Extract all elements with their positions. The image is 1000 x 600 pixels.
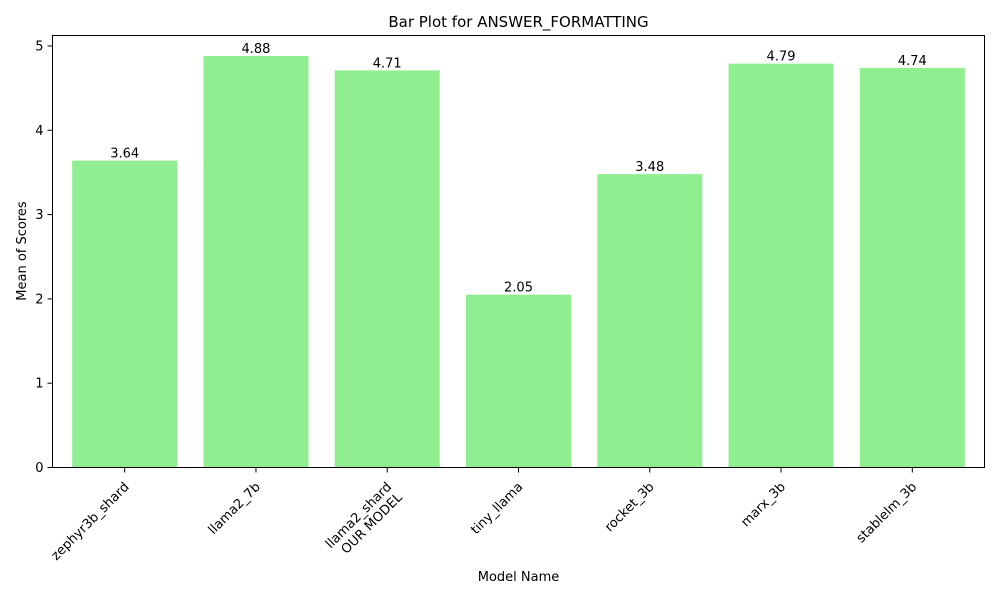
x-axis-label: Model Name (478, 570, 560, 585)
bar (728, 63, 834, 468)
value-labels-group: 3.64 4.88 4.71 2.05 3.48 4.79 4.74 (110, 42, 927, 296)
bar-value-label: 4.88 (241, 42, 270, 57)
bar-value-label: 4.79 (767, 50, 796, 65)
bar-value-label: 4.74 (898, 54, 927, 69)
bar (334, 70, 440, 468)
x-tick-label: tiny_llama (468, 480, 526, 538)
plot-frame (52, 35, 985, 468)
bar (465, 294, 572, 468)
x-tick-label: rocket_3b (602, 480, 657, 535)
chart-title: Bar Plot for ANSWER_FORMATTING (388, 13, 648, 32)
bar (72, 160, 178, 468)
bar (859, 67, 965, 468)
bar-value-label: 4.71 (373, 56, 402, 71)
bar-value-label: 3.48 (635, 160, 664, 175)
x-tick-label: llama2_shardOUR MODEL (323, 479, 406, 562)
y-tick-label: 0 (35, 461, 43, 476)
bar (597, 174, 703, 468)
bar-value-label: 2.05 (504, 281, 533, 296)
bar (203, 56, 309, 468)
x-tick-label: llama2_7b (206, 480, 264, 538)
x-tick-label: marx_3b (738, 480, 788, 530)
y-tick-label: 3 (35, 208, 43, 223)
y-axis: 0 1 2 3 4 5 (35, 39, 53, 476)
x-tick-label: zephyr3b_shard (49, 480, 133, 564)
y-tick-label: 5 (35, 39, 43, 54)
y-tick-label: 4 (35, 124, 43, 139)
bar-value-label: 3.64 (110, 147, 139, 162)
y-tick-label: 1 (35, 377, 43, 392)
bars-group (72, 56, 965, 468)
x-axis: zephyr3b_shard llama2_7b llama2_shardOUR M… (49, 467, 920, 564)
x-tick-label: stablelm_3b (854, 480, 920, 546)
y-tick-label: 2 (35, 292, 43, 307)
y-axis-label: Mean of Scores (15, 201, 30, 301)
